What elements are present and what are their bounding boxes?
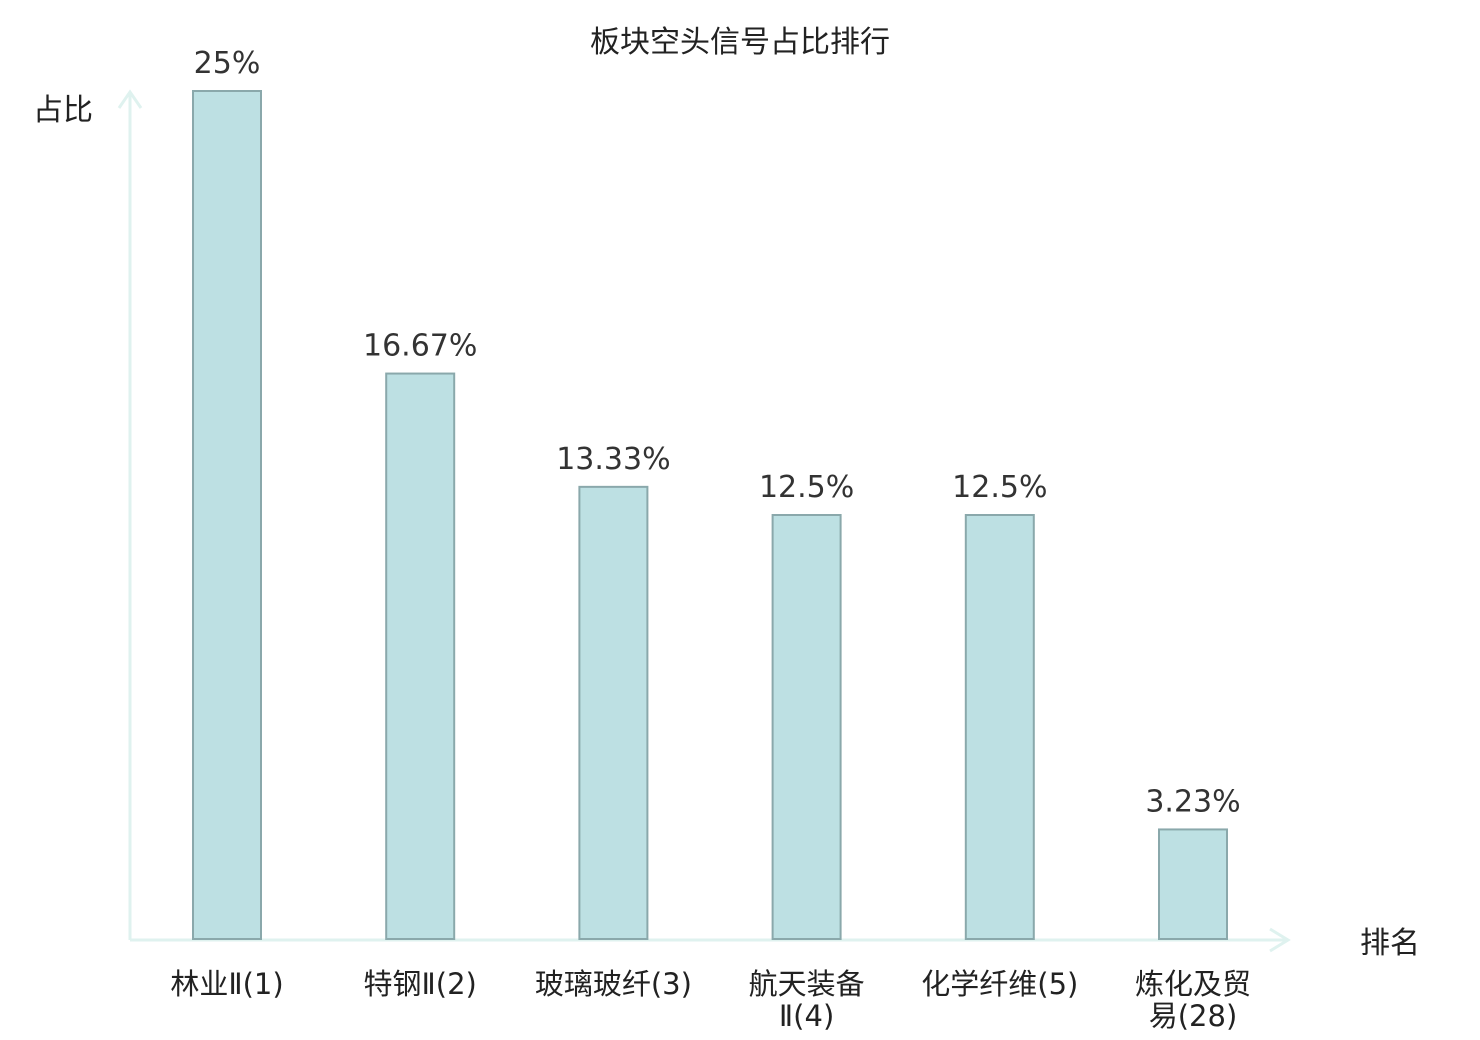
bar-4 — [771, 514, 842, 940]
category-label-3: 玻璃玻纤(3) — [535, 967, 692, 1001]
category-label-5: 化学纤维(5) — [921, 967, 1078, 1001]
value-label-3: 13.33% — [556, 442, 670, 477]
value-label-2: 16.67% — [363, 329, 477, 364]
category-label-4: 航天装备 Ⅱ(4) — [749, 967, 865, 1033]
bar-1 — [192, 90, 262, 940]
category-labels-group: 林业Ⅱ(1) 特钢Ⅱ(2) 玻璃玻纤(3) 航天装备 Ⅱ(4) 化学纤维(5) 炼化及贸易(… — [170, 967, 1251, 1033]
chart-title: 板块空头信号占比排行 — [590, 25, 890, 60]
value-label-5: 12.5% — [952, 470, 1047, 505]
bar-5 — [964, 514, 1035, 940]
value-label-4: 12.5% — [759, 470, 854, 505]
bar-3 — [578, 485, 649, 940]
bars-group — [192, 90, 1228, 941]
x-axis — [130, 927, 1291, 953]
y-axis — [117, 89, 143, 940]
bar-6 — [1158, 828, 1228, 941]
category-label-2: 特钢Ⅱ(2) — [364, 967, 477, 1001]
x-axis-label: 排名 — [1360, 926, 1420, 961]
category-label-6: 炼化及贸易(28) — [1135, 967, 1251, 1033]
value-label-1: 25% — [194, 46, 261, 81]
value-labels-group: 25% 16.67% 13.33% 12.5% 12.5% 3.23% — [194, 46, 1241, 819]
y-axis-label: 占比 — [33, 93, 93, 128]
value-label-6: 3.23% — [1145, 784, 1240, 819]
bar-2 — [385, 372, 456, 940]
category-label-1: 林业Ⅱ(1) — [170, 967, 283, 1001]
